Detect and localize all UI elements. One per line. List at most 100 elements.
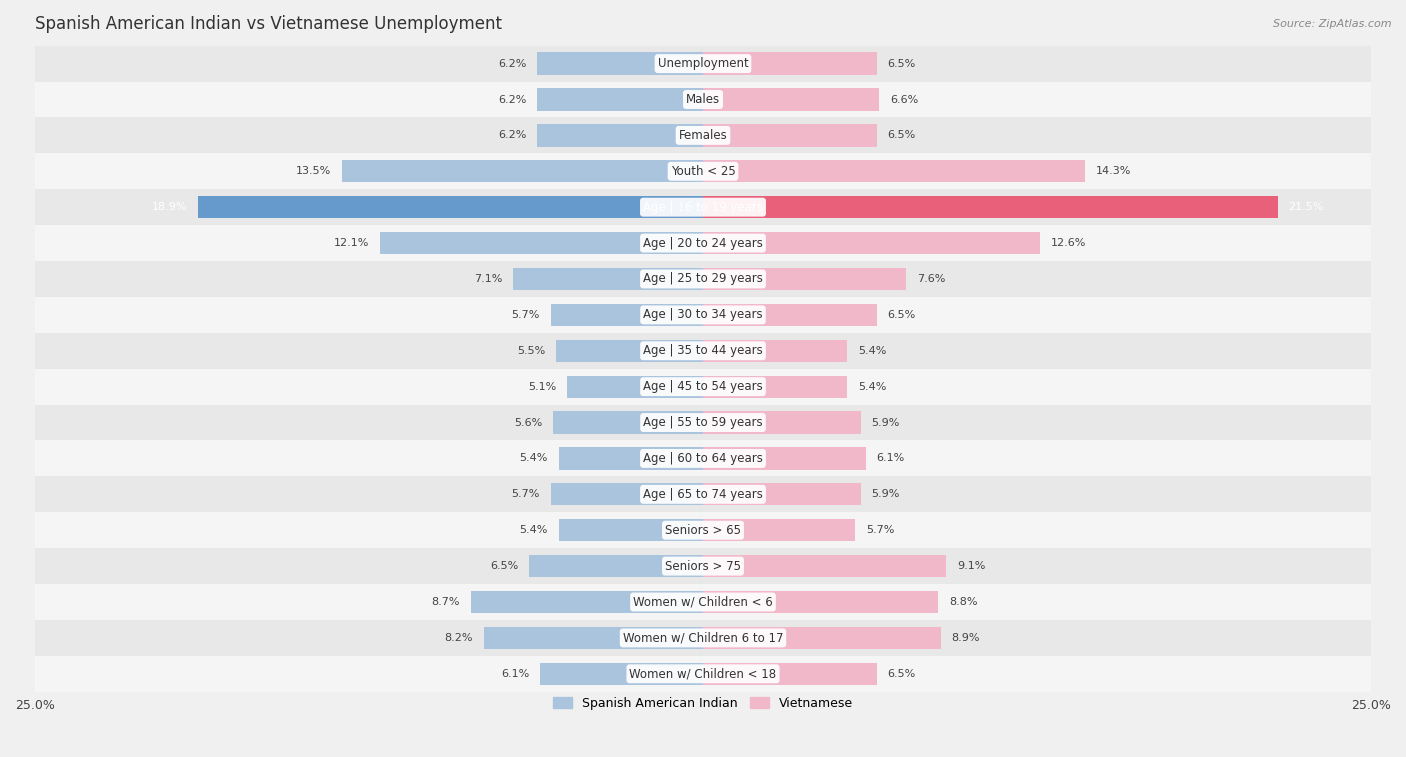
Text: Age | 60 to 64 years: Age | 60 to 64 years	[643, 452, 763, 465]
Text: Age | 35 to 44 years: Age | 35 to 44 years	[643, 344, 763, 357]
Text: 7.6%: 7.6%	[917, 274, 945, 284]
Bar	[703, 124, 877, 147]
Text: 5.5%: 5.5%	[517, 346, 546, 356]
Text: 5.7%: 5.7%	[512, 489, 540, 500]
Text: 8.2%: 8.2%	[444, 633, 474, 643]
Text: Age | 25 to 29 years: Age | 25 to 29 years	[643, 273, 763, 285]
Text: 6.5%: 6.5%	[887, 668, 915, 679]
Bar	[35, 656, 1371, 692]
Text: Seniors > 65: Seniors > 65	[665, 524, 741, 537]
Text: Females: Females	[679, 129, 727, 142]
Bar	[342, 160, 703, 182]
Text: 5.4%: 5.4%	[858, 346, 886, 356]
Text: Seniors > 75: Seniors > 75	[665, 559, 741, 572]
Bar	[554, 411, 703, 434]
Text: Age | 20 to 24 years: Age | 20 to 24 years	[643, 237, 763, 250]
Bar	[558, 447, 703, 469]
Text: 6.5%: 6.5%	[887, 58, 915, 69]
Bar	[703, 375, 848, 397]
Text: Age | 65 to 74 years: Age | 65 to 74 years	[643, 488, 763, 501]
Bar	[35, 225, 1371, 261]
Bar	[35, 82, 1371, 117]
Text: 21.5%: 21.5%	[1288, 202, 1323, 212]
Bar	[35, 154, 1371, 189]
Text: Unemployment: Unemployment	[658, 57, 748, 70]
Text: 6.5%: 6.5%	[887, 130, 915, 140]
Text: Women w/ Children < 18: Women w/ Children < 18	[630, 667, 776, 681]
Bar	[703, 268, 905, 290]
Bar	[703, 304, 877, 326]
Text: 5.4%: 5.4%	[520, 525, 548, 535]
Bar	[537, 89, 703, 111]
Text: Youth < 25: Youth < 25	[671, 165, 735, 178]
Bar	[703, 555, 946, 578]
Text: 12.6%: 12.6%	[1050, 238, 1085, 248]
Bar	[198, 196, 703, 218]
Bar	[35, 620, 1371, 656]
Bar	[703, 89, 879, 111]
Text: 12.1%: 12.1%	[333, 238, 368, 248]
Bar	[35, 441, 1371, 476]
Text: Age | 55 to 59 years: Age | 55 to 59 years	[643, 416, 763, 429]
Text: 6.1%: 6.1%	[877, 453, 905, 463]
Bar	[558, 519, 703, 541]
Bar	[567, 375, 703, 397]
Bar	[35, 297, 1371, 333]
Bar	[513, 268, 703, 290]
Text: 6.1%: 6.1%	[501, 668, 529, 679]
Bar	[35, 369, 1371, 404]
Legend: Spanish American Indian, Vietnamese: Spanish American Indian, Vietnamese	[548, 692, 858, 715]
Bar	[35, 117, 1371, 154]
Text: 14.3%: 14.3%	[1095, 167, 1132, 176]
Text: 5.7%: 5.7%	[866, 525, 894, 535]
Bar	[703, 519, 855, 541]
Bar	[35, 333, 1371, 369]
Bar	[703, 340, 848, 362]
Text: Spanish American Indian vs Vietnamese Unemployment: Spanish American Indian vs Vietnamese Un…	[35, 15, 502, 33]
Bar	[484, 627, 703, 649]
Bar	[703, 232, 1039, 254]
Bar	[703, 160, 1085, 182]
Text: Age | 45 to 54 years: Age | 45 to 54 years	[643, 380, 763, 393]
Text: 6.5%: 6.5%	[887, 310, 915, 320]
Text: Source: ZipAtlas.com: Source: ZipAtlas.com	[1274, 19, 1392, 29]
Bar	[540, 662, 703, 685]
Text: 5.1%: 5.1%	[527, 382, 555, 391]
Bar	[35, 261, 1371, 297]
Bar	[703, 52, 877, 75]
Bar	[537, 124, 703, 147]
Bar	[529, 555, 703, 578]
Text: 8.8%: 8.8%	[949, 597, 977, 607]
Text: 6.5%: 6.5%	[491, 561, 519, 571]
Bar	[555, 340, 703, 362]
Bar	[35, 45, 1371, 82]
Text: 6.2%: 6.2%	[498, 58, 527, 69]
Text: 5.7%: 5.7%	[512, 310, 540, 320]
Bar	[703, 662, 877, 685]
Bar	[35, 404, 1371, 441]
Bar	[551, 483, 703, 506]
Text: 6.2%: 6.2%	[498, 130, 527, 140]
Bar	[703, 483, 860, 506]
Text: 5.6%: 5.6%	[515, 418, 543, 428]
Bar	[703, 447, 866, 469]
Text: 5.9%: 5.9%	[872, 489, 900, 500]
Bar	[703, 627, 941, 649]
Text: 9.1%: 9.1%	[957, 561, 986, 571]
Text: 5.9%: 5.9%	[872, 418, 900, 428]
Text: 8.9%: 8.9%	[952, 633, 980, 643]
Bar	[551, 304, 703, 326]
Text: 5.4%: 5.4%	[858, 382, 886, 391]
Text: Women w/ Children < 6: Women w/ Children < 6	[633, 596, 773, 609]
Text: 8.7%: 8.7%	[432, 597, 460, 607]
Text: 6.2%: 6.2%	[498, 95, 527, 104]
Bar	[471, 591, 703, 613]
Bar	[35, 548, 1371, 584]
Text: 18.9%: 18.9%	[152, 202, 187, 212]
Bar	[703, 591, 938, 613]
Text: 6.6%: 6.6%	[890, 95, 918, 104]
Bar	[35, 476, 1371, 512]
Bar	[35, 584, 1371, 620]
Text: 7.1%: 7.1%	[474, 274, 502, 284]
Bar	[537, 52, 703, 75]
